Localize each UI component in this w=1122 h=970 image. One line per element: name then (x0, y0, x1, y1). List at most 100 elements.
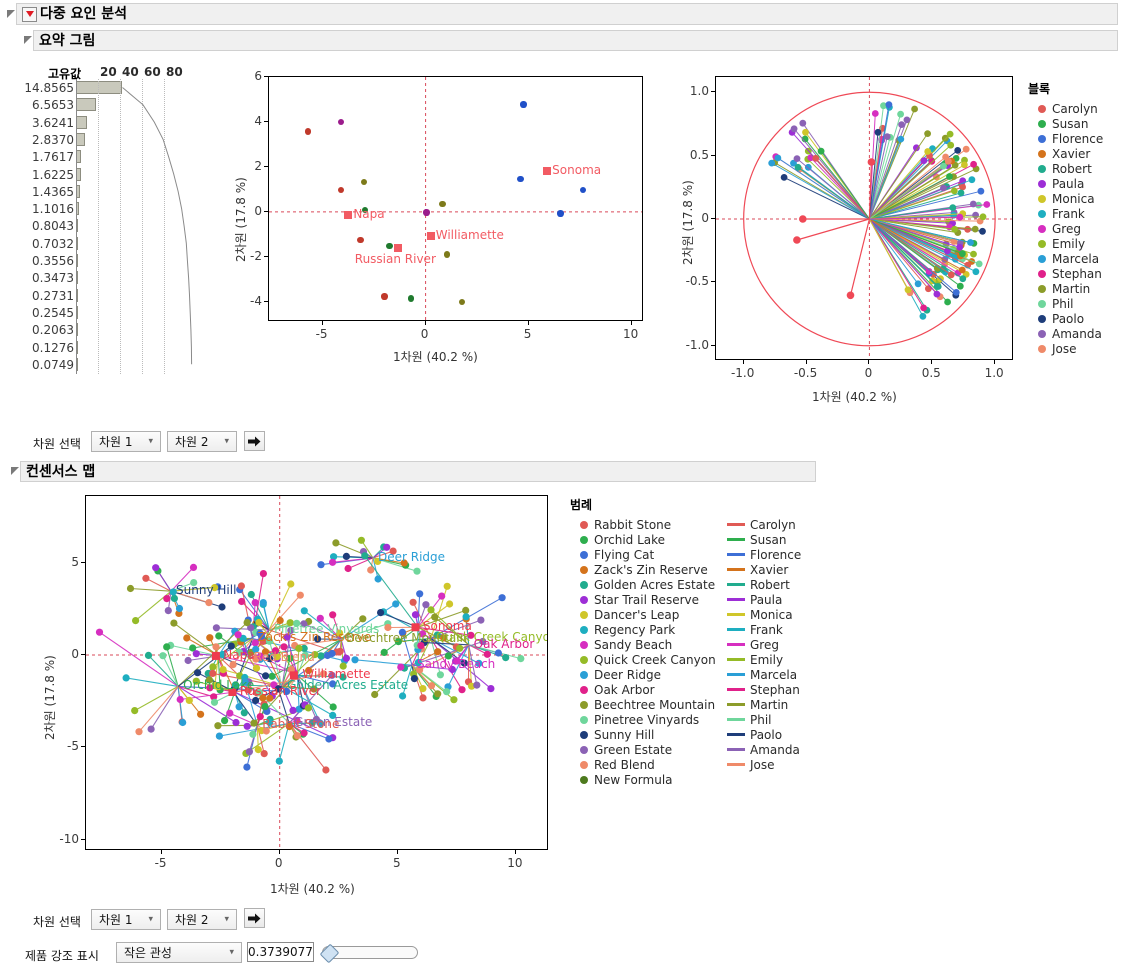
legend-item[interactable]: Jose (1028, 341, 1103, 356)
group-marker[interactable] (344, 210, 353, 219)
outline-bar-root[interactable]: 다중 요인 분석 (7, 3, 1118, 25)
scatter-point[interactable] (407, 295, 414, 302)
scatter-point[interactable] (423, 209, 430, 216)
legend-color-line (727, 688, 745, 691)
outline-bar-consensus[interactable]: 컨센서스 맵 (11, 461, 816, 482)
legend-item-product[interactable]: Oak Arbor (570, 682, 725, 697)
outline-bar-summary[interactable]: 요약 그림 (24, 30, 1118, 51)
red-triangle-menu-icon[interactable] (22, 6, 37, 22)
legend-item[interactable]: Greg (1028, 221, 1103, 236)
scatter-point[interactable] (337, 186, 345, 194)
legend-item-label: Martin (750, 697, 789, 712)
dimension-1-select-bottom[interactable]: 차원 1 ▾ (91, 909, 161, 930)
legend-item-judge[interactable]: Phil (725, 712, 801, 727)
scatter-point[interactable] (520, 101, 527, 108)
apply-dimensions-button-top[interactable] (244, 431, 265, 451)
legend-item[interactable]: Florence (1028, 131, 1103, 146)
scatter-point[interactable] (381, 293, 388, 300)
legend-item-judge[interactable]: Stephan (725, 682, 801, 697)
legend-item-judge[interactable]: Frank (725, 622, 801, 637)
scatter-point[interactable] (386, 242, 393, 250)
scatter-point[interactable] (517, 175, 524, 182)
scatter-point[interactable] (557, 210, 564, 217)
legend-item[interactable]: Monica (1028, 191, 1103, 206)
group-marker[interactable] (543, 167, 552, 176)
legend-item-judge[interactable]: Emily (725, 652, 801, 667)
legend-item[interactable]: Carolyn (1028, 101, 1103, 116)
legend-item[interactable]: Paolo (1028, 311, 1103, 326)
consensus-product-label: Deer Ridge (378, 549, 446, 564)
legend-item[interactable]: Xavier (1028, 146, 1103, 161)
legend-item-judge[interactable]: Paolo (725, 727, 801, 742)
legend-item-judge[interactable]: Monica (725, 607, 801, 622)
legend-item-product[interactable]: Dancer's Leap (570, 607, 725, 622)
legend-item-product[interactable]: Rabbit Stone (570, 517, 725, 532)
legend-item-judge[interactable]: Susan (725, 532, 801, 547)
scree-bar (76, 132, 85, 146)
legend-color-dot (1038, 344, 1046, 353)
legend-item-product[interactable]: Flying Cat (570, 547, 725, 562)
legend-item-product[interactable]: Green Estate (570, 742, 725, 757)
legend-item-product[interactable]: Red Blend (570, 757, 725, 772)
legend-item-judge[interactable]: Amanda (725, 742, 801, 757)
scatter-point[interactable] (360, 178, 367, 185)
scatter-point[interactable] (304, 128, 312, 135)
x-tick-label: 0 (420, 327, 429, 341)
legend-item-judge[interactable]: Carolyn (725, 517, 801, 532)
legend-item-product[interactable]: Beechtree Mountain (570, 697, 725, 712)
legend-item[interactable]: Martin (1028, 281, 1103, 296)
scree-tick-60: 60 (144, 65, 161, 79)
legend-item-label: Emily (1052, 236, 1086, 251)
group-marker[interactable] (426, 232, 435, 241)
scatter-point[interactable] (337, 118, 345, 125)
legend-item-product[interactable]: New Formula (570, 772, 725, 787)
disclosure-triangle-consensus[interactable] (11, 466, 22, 477)
legend-item-judge[interactable]: Marcela (725, 667, 801, 682)
legend-item-product[interactable]: Deer Ridge (570, 667, 725, 682)
legend-item-product[interactable]: Regency Park (570, 622, 725, 637)
dimension-1-select-top[interactable]: 차원 1 ▾ (91, 431, 161, 452)
dimension-2-select-bottom[interactable]: 차원 2 ▾ (167, 909, 237, 930)
legend-item-judge[interactable]: Martin (725, 697, 801, 712)
legend-item[interactable]: Phil (1028, 296, 1103, 311)
legend-item[interactable]: Paula (1028, 176, 1103, 191)
group-marker[interactable] (393, 243, 402, 252)
legend-item-label: Marcela (750, 667, 798, 682)
legend-item-product[interactable]: Sandy Beach (570, 637, 725, 652)
legend-item-judge[interactable]: Xavier (725, 562, 801, 577)
legend-item-label: Golden Acres Estate (594, 577, 716, 592)
scatter-point[interactable] (361, 206, 368, 214)
emphasis-value-input[interactable]: 0.3739077 (247, 942, 314, 962)
legend-item[interactable]: Marcela (1028, 251, 1103, 266)
legend-item-judge[interactable]: Greg (725, 637, 801, 652)
legend-item-product[interactable]: Star Trail Reserve (570, 592, 725, 607)
legend-item-judge[interactable]: Robert (725, 577, 801, 592)
legend-item[interactable]: Robert (1028, 161, 1103, 176)
scatter-point[interactable] (459, 299, 466, 306)
apply-dimensions-button-bottom[interactable] (244, 908, 265, 928)
legend-item-product[interactable]: Pinetree Vinyards (570, 712, 725, 727)
legend-item-product[interactable]: Golden Acres Estate (570, 577, 725, 592)
product-emphasis-select[interactable]: 작은 관성 ▾ (116, 942, 242, 963)
dimension-2-select-top[interactable]: 차원 2 ▾ (167, 431, 237, 452)
legend-item[interactable]: Amanda (1028, 326, 1103, 341)
scatter-point[interactable] (444, 251, 451, 258)
legend-item-product[interactable]: Orchid Lake (570, 532, 725, 547)
legend-item[interactable]: Frank (1028, 206, 1103, 221)
scatter-point[interactable] (357, 236, 364, 244)
legend-item[interactable]: Stephan (1028, 266, 1103, 281)
legend-item-judge[interactable]: Florence (725, 547, 801, 562)
legend-item-product[interactable]: Quick Creek Canyon (570, 652, 725, 667)
legend-item-product[interactable]: Zack's Zin Reserve (570, 562, 725, 577)
legend-item-judge[interactable]: Jose (725, 757, 801, 772)
disclosure-triangle-summary[interactable] (24, 35, 35, 46)
scatter-point[interactable] (580, 187, 587, 194)
legend-item-judge[interactable]: Paula (725, 592, 801, 607)
scatter-point[interactable] (439, 200, 446, 207)
y-tick-label: 0 (71, 647, 79, 661)
legend-item[interactable]: Emily (1028, 236, 1103, 251)
dimension-2-value-top: 차원 2 (175, 435, 209, 449)
disclosure-triangle-root[interactable] (7, 9, 18, 20)
legend-item-product[interactable]: Sunny Hill (570, 727, 725, 742)
legend-item[interactable]: Susan (1028, 116, 1103, 131)
